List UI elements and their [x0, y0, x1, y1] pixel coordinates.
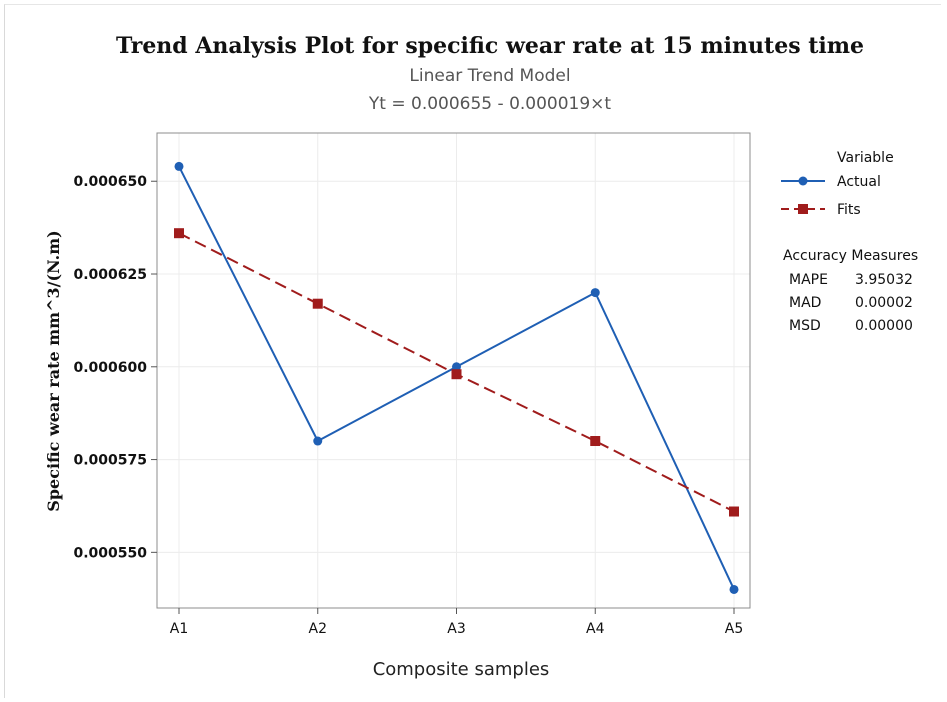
- y-tick-label: 0.000575: [73, 453, 147, 469]
- x-tick-label: A1: [170, 621, 188, 637]
- chart-title: Trend Analysis Plot for specific wear ra…: [116, 33, 864, 59]
- series-actual-point: [174, 161, 184, 171]
- y-tick-label: 0.000625: [73, 267, 147, 283]
- chart-svg: Trend Analysis Plot for specific wear ra…: [44, 33, 918, 680]
- series-fits-point: [312, 298, 323, 309]
- accuracy-msd-label: MSD: [789, 318, 821, 334]
- legend-fits-label: Fits: [837, 202, 861, 218]
- accuracy-title: Accuracy Measures: [783, 248, 918, 264]
- y-tick-label: 0.000650: [73, 174, 147, 190]
- chart-subtitle: Linear Trend Model: [409, 66, 570, 86]
- series-fits-point: [174, 228, 184, 239]
- series-fits-point: [590, 436, 601, 447]
- grid-layer: [157, 133, 750, 608]
- series-fits-point: [729, 506, 739, 517]
- legend-actual-label: Actual: [837, 174, 881, 190]
- series-layer: [174, 161, 739, 594]
- accuracy-msd-value: 0.00000: [855, 318, 913, 334]
- series-actual-point: [313, 436, 323, 446]
- y-tick-label: 0.000600: [73, 360, 147, 376]
- x-tick-label: A4: [586, 621, 605, 637]
- x-tick-label: A3: [447, 621, 465, 637]
- y-tick-label: 0.000550: [73, 545, 147, 561]
- series-fits-point: [451, 369, 462, 380]
- legend-actual-marker: [798, 176, 808, 186]
- series-actual-point: [590, 288, 600, 298]
- legend-title: Variable: [837, 150, 894, 166]
- accuracy-mape-value: 3.95032: [855, 272, 913, 288]
- axis-layer: 0.000550 0.000575 0.000600 0.000625 0.000650…: [73, 174, 743, 637]
- accuracy-mape-label: MAPE: [789, 272, 828, 288]
- plot-area: [156, 132, 751, 609]
- accuracy-mad-label: MAD: [789, 295, 821, 311]
- trend-equation: Yt = 0.000655 - 0.000019×t: [368, 94, 612, 114]
- x-tick-label: A2: [309, 621, 327, 637]
- accuracy-mad-value: 0.00002: [855, 295, 913, 311]
- x-axis-label: Composite samples: [373, 659, 550, 680]
- chart-frame: Trend Analysis Plot for specific wear ra…: [4, 4, 941, 698]
- y-axis-label: Specific wear rate mm^3/(N.m): [44, 230, 63, 511]
- legend: Variable Actual Fits: [781, 150, 894, 218]
- x-tick-label: A5: [725, 621, 743, 637]
- series-actual-point: [452, 362, 461, 372]
- accuracy-measures: Accuracy Measures MAPE 3.95032 MAD 0.000…: [783, 248, 918, 334]
- legend-fits-marker: [798, 204, 808, 214]
- series-actual-point: [729, 584, 739, 594]
